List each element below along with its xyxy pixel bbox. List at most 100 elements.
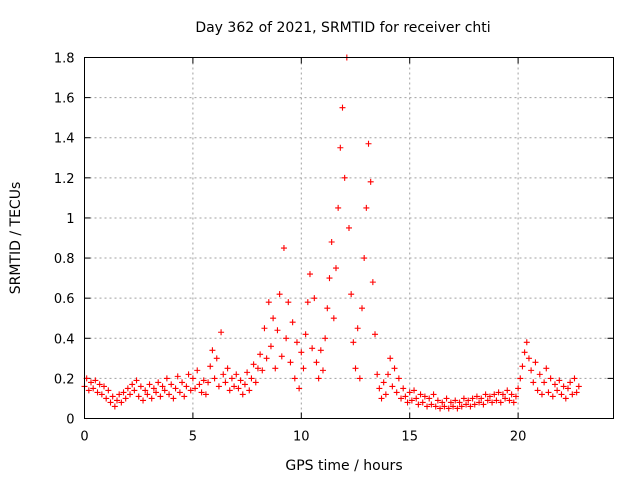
data-point — [270, 315, 277, 322]
data-point — [267, 343, 274, 350]
data-point — [450, 403, 457, 410]
data-point — [231, 383, 238, 390]
y-tick-label: 0.8 — [54, 252, 75, 267]
data-point — [460, 395, 467, 402]
data-point — [413, 395, 420, 402]
data-point — [319, 367, 326, 374]
data-point — [382, 391, 389, 398]
data-point — [298, 349, 305, 356]
data-point — [315, 375, 322, 382]
data-point — [211, 375, 218, 382]
data-point — [304, 299, 311, 306]
data-point — [510, 399, 517, 406]
data-point — [120, 389, 127, 396]
data-point — [369, 279, 376, 286]
tick-labels: 0 0.2 0.4 0.6 0.8 1 1.2 1.4 1.6 1.8 0 5 10 15 20 — [54, 52, 527, 445]
chart-title: Day 362 of 2021, SRMTID for receiver cht… — [195, 20, 490, 36]
data-point — [430, 391, 437, 398]
data-point — [482, 391, 489, 398]
data-point — [163, 375, 170, 382]
y-tick-label: 0.2 — [54, 372, 75, 387]
data-point — [456, 399, 463, 406]
data-point — [515, 385, 522, 392]
data-point — [161, 387, 168, 394]
data-point — [101, 383, 108, 390]
data-point — [326, 275, 333, 282]
data-point — [372, 331, 379, 338]
data-point — [88, 379, 95, 386]
data-point — [309, 345, 316, 352]
data-point — [96, 381, 103, 388]
data-point — [538, 391, 545, 398]
data-point — [489, 399, 496, 406]
data-point — [263, 355, 270, 362]
x-tick-label: 20 — [510, 430, 527, 445]
data-point — [283, 335, 290, 342]
data-point — [280, 245, 287, 252]
data-point — [564, 385, 571, 392]
data-point — [556, 377, 563, 384]
data-point — [480, 401, 487, 408]
data-point — [291, 375, 298, 382]
data-point — [437, 405, 444, 412]
data-point — [228, 375, 235, 382]
data-point — [508, 391, 515, 398]
data-point — [424, 403, 431, 410]
data-point — [387, 355, 394, 362]
y-tick-label: 1.6 — [54, 92, 75, 107]
data-point — [187, 387, 194, 394]
data-point — [523, 339, 530, 346]
data-point — [473, 393, 480, 400]
data-point — [239, 391, 246, 398]
data-point — [146, 381, 153, 388]
data-point — [131, 387, 138, 394]
data-point — [140, 397, 147, 404]
data-point — [530, 379, 537, 386]
data-point — [558, 391, 565, 398]
data-point — [426, 395, 433, 402]
data-point — [408, 397, 415, 404]
data-point — [222, 379, 229, 386]
data-points — [81, 54, 582, 412]
data-point — [332, 265, 339, 272]
data-point — [254, 365, 261, 372]
data-point — [202, 391, 209, 398]
data-point — [348, 291, 355, 298]
data-point — [484, 397, 491, 404]
data-point — [311, 295, 318, 302]
data-point — [536, 371, 543, 378]
data-point — [395, 375, 402, 382]
data-point — [207, 363, 214, 370]
data-point — [98, 391, 105, 398]
data-point — [391, 365, 398, 372]
data-point — [486, 393, 493, 400]
data-point — [107, 399, 114, 406]
data-point — [562, 395, 569, 402]
data-point — [194, 367, 201, 374]
x-tick-label: 10 — [293, 430, 310, 445]
data-point — [380, 379, 387, 386]
x-axis-label: GPS time / hours — [285, 458, 402, 474]
data-point — [137, 383, 144, 390]
data-point — [94, 389, 101, 396]
data-point — [525, 355, 532, 362]
data-point — [499, 391, 506, 398]
data-point — [122, 395, 129, 402]
data-point — [495, 389, 502, 396]
data-point — [92, 377, 99, 384]
data-point — [220, 371, 227, 378]
x-tick-label: 5 — [189, 430, 197, 445]
data-point — [252, 379, 259, 386]
data-point — [491, 391, 498, 398]
data-point — [469, 395, 476, 402]
data-point — [402, 393, 409, 400]
data-point — [445, 405, 452, 412]
x-tick-label: 0 — [80, 430, 88, 445]
data-point — [196, 381, 203, 388]
data-point — [493, 397, 500, 404]
data-point — [111, 403, 118, 410]
data-point — [534, 387, 541, 394]
data-point — [265, 299, 272, 306]
y-tick-label: 0.6 — [54, 292, 75, 307]
data-point — [365, 140, 372, 147]
